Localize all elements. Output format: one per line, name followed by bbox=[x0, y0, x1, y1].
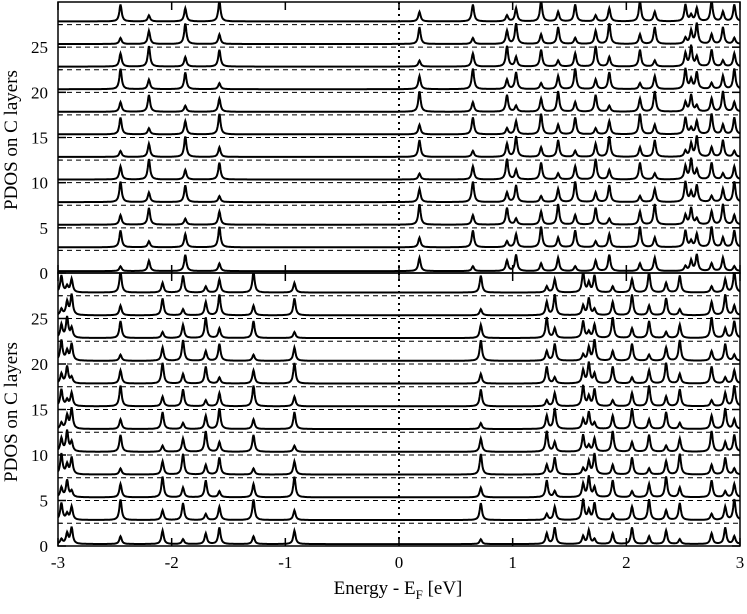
plot-area-top bbox=[58, 2, 740, 273]
pdos-curve-top-layer-11 bbox=[58, 22, 740, 45]
y-tick-label-bottom-25: 25 bbox=[31, 310, 48, 329]
pdos-curve-top-layer-8 bbox=[58, 90, 740, 113]
x-tick-label--2: -2 bbox=[165, 553, 179, 572]
x-tick-label--3: -3 bbox=[51, 553, 65, 572]
x-axis-label-unit: [eV] bbox=[423, 578, 463, 599]
pdos-curve-top-layer-6 bbox=[58, 135, 740, 158]
x-axis-label-main: Energy - E bbox=[334, 578, 416, 599]
y-tick-label-bottom-5: 5 bbox=[40, 492, 49, 511]
pdos-curve-bottom-layer-2 bbox=[58, 498, 740, 521]
pdos-curve-bottom-layer-11 bbox=[58, 293, 740, 317]
plot-area-bottom bbox=[58, 273, 740, 546]
pdos-curve-bottom-layer-4 bbox=[58, 452, 740, 476]
y-tick-label-top-15: 15 bbox=[31, 129, 48, 148]
pdos-curve-bottom-layer-8 bbox=[58, 361, 740, 385]
x-tick-label-3: 3 bbox=[736, 553, 745, 572]
x-axis-label: Energy - EF [eV] bbox=[334, 578, 463, 602]
pdos-curve-top-layer-9 bbox=[58, 67, 740, 91]
x-tick-label-0: 0 bbox=[395, 553, 404, 572]
y-axis-label-top: PDOS on C layers bbox=[1, 70, 22, 210]
y-tick-label-top-20: 20 bbox=[31, 83, 48, 102]
x-tick-label-2: 2 bbox=[622, 553, 631, 572]
pdos-curve-top-layer-10 bbox=[58, 44, 740, 68]
x-axis-label-subscript: F bbox=[416, 587, 423, 602]
panel-top: 0 5 10 15 20 25 bbox=[31, 1, 741, 283]
y-axis-label-bottom: PDOS on C layers bbox=[1, 342, 22, 482]
y-tick-label-top-10: 10 bbox=[31, 174, 48, 193]
panel-bottom: 0 5 10 15 20 25 -3 -2 -1 0 1 2 3 bbox=[31, 272, 745, 572]
pdos-curve-top-layer-7 bbox=[58, 113, 740, 136]
pdos-curve-top-layer-5 bbox=[58, 157, 740, 181]
pdos-curve-bottom-layer-9 bbox=[58, 338, 740, 362]
pdos-curve-top-layer-2 bbox=[58, 226, 740, 249]
pdos-curve-bottom-layer-10 bbox=[58, 315, 740, 339]
y-tick-label-top-5: 5 bbox=[40, 219, 49, 238]
pdos-curve-bottom-layer-3 bbox=[58, 475, 740, 499]
pdos-curve-top-layer-3 bbox=[58, 203, 740, 226]
x-tick-label-1: 1 bbox=[508, 553, 517, 572]
y-tick-label-bottom-10: 10 bbox=[31, 446, 48, 465]
x-tick-label--1: -1 bbox=[278, 553, 292, 572]
pdos-curve-top-layer-12 bbox=[58, 2, 740, 23]
pdos-curve-bottom-layer-5 bbox=[58, 429, 740, 453]
pdos-curve-bottom-layer-6 bbox=[58, 407, 740, 430]
y-tick-label-top-25: 25 bbox=[31, 38, 48, 57]
y-tick-label-bottom-0: 0 bbox=[40, 537, 49, 556]
y-tick-label-bottom-20: 20 bbox=[31, 355, 48, 374]
pdos-curve-bottom-layer-12 bbox=[58, 273, 740, 294]
pdos-curve-bottom-layer-7 bbox=[58, 384, 740, 408]
pdos-curve-top-layer-4 bbox=[58, 180, 740, 204]
y-tick-label-top-0: 0 bbox=[40, 264, 49, 283]
y-tick-label-bottom-15: 15 bbox=[31, 401, 48, 420]
